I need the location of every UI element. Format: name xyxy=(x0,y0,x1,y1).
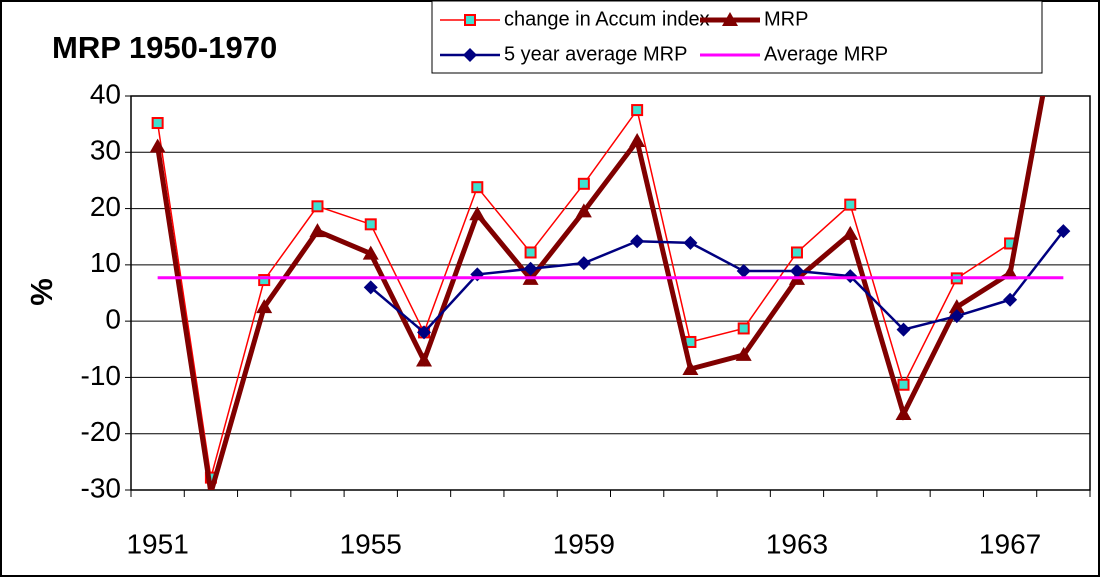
legend-marker xyxy=(464,14,476,26)
point xyxy=(1003,292,1018,307)
point xyxy=(897,378,910,391)
point xyxy=(629,133,646,148)
x-tick-label: 1955 xyxy=(340,528,402,559)
point xyxy=(1002,265,1019,280)
legend-marker xyxy=(463,48,477,62)
point xyxy=(949,309,964,324)
y-tick-label: -20 xyxy=(81,416,121,447)
y-tick-label: 30 xyxy=(90,135,121,166)
legend-label: 5 year average MRP xyxy=(504,43,687,65)
legend-label: MRP xyxy=(764,8,808,30)
point xyxy=(736,264,751,279)
point xyxy=(151,117,164,130)
point xyxy=(575,203,592,218)
point xyxy=(523,261,538,276)
y-tick-label: 20 xyxy=(90,191,121,222)
point xyxy=(256,299,273,314)
point xyxy=(683,235,698,250)
chart-title: MRP 1950-1970 xyxy=(52,30,277,65)
point xyxy=(843,269,858,284)
point xyxy=(362,245,379,260)
y-tick-label: 10 xyxy=(90,247,121,278)
point xyxy=(577,177,590,190)
point xyxy=(842,225,859,240)
y-tick-label: 40 xyxy=(90,78,121,109)
point xyxy=(311,200,324,213)
point xyxy=(896,322,911,337)
series-line xyxy=(155,96,1046,490)
x-tick-label: 1959 xyxy=(553,528,615,559)
legend-label: Average MRP xyxy=(764,43,888,65)
point xyxy=(576,256,591,271)
point xyxy=(948,299,965,314)
point xyxy=(631,104,644,117)
x-tick-label: 1951 xyxy=(126,528,188,559)
point xyxy=(1056,224,1071,239)
point xyxy=(149,138,166,153)
legend-marker xyxy=(722,12,738,26)
plot-layer xyxy=(149,96,1071,490)
point xyxy=(258,274,271,287)
point xyxy=(469,206,486,221)
y-tick-label: -30 xyxy=(81,472,121,503)
point xyxy=(682,360,699,375)
y-tick-label: -10 xyxy=(81,360,121,391)
point xyxy=(471,181,484,194)
point xyxy=(737,322,750,335)
point xyxy=(417,325,432,340)
y-tick-label: 0 xyxy=(105,304,121,335)
x-tick-label: 1967 xyxy=(979,528,1041,559)
point xyxy=(790,246,803,259)
point xyxy=(363,280,378,295)
point xyxy=(207,484,214,490)
point xyxy=(364,218,377,231)
x-tick-label: 1963 xyxy=(766,528,828,559)
point xyxy=(416,352,433,367)
legend-box xyxy=(431,0,1043,74)
y-axis-label: % xyxy=(24,278,59,306)
point xyxy=(844,198,857,211)
point xyxy=(524,246,537,259)
point xyxy=(309,223,326,238)
point xyxy=(789,264,804,279)
point xyxy=(895,406,912,421)
point xyxy=(630,234,645,249)
series-line xyxy=(369,230,1065,335)
point xyxy=(735,346,752,361)
legend-label: change in Accum index xyxy=(504,8,710,30)
